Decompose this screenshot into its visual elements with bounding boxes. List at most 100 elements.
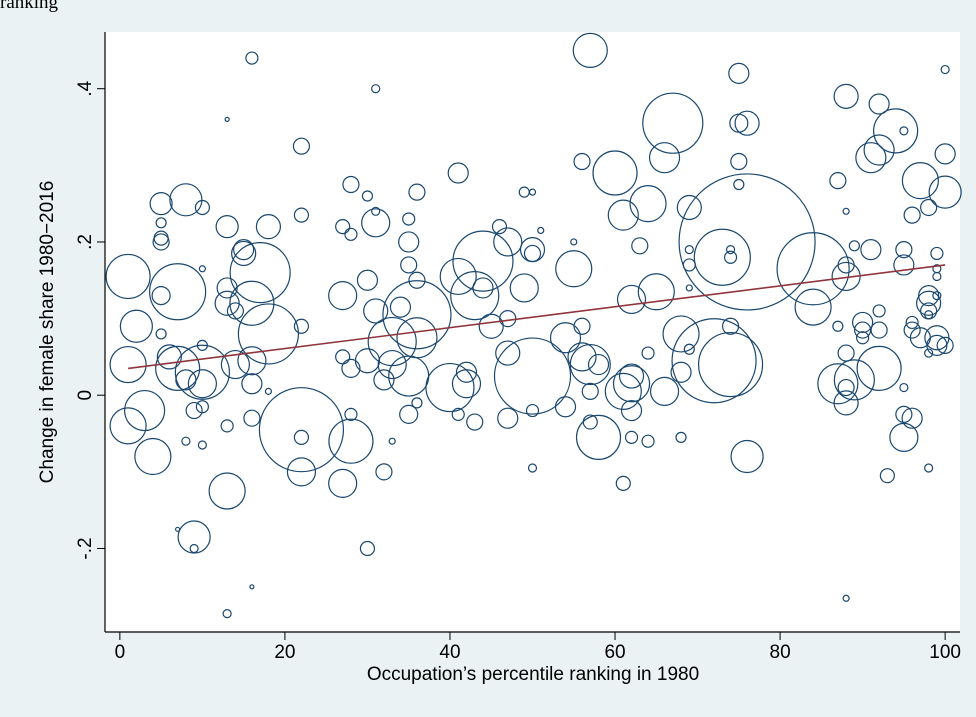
bubble [537,226,545,235]
bubble [554,396,577,418]
bubble [528,188,537,196]
bubble [451,369,482,399]
bubble [241,373,263,395]
bubble [572,32,608,68]
bubble [631,237,649,255]
bubble [725,245,736,255]
bubble [396,317,438,359]
fit-line [128,264,946,370]
bubble [493,227,523,257]
bubble [637,273,675,311]
bubble [932,291,942,301]
bubble [344,227,358,241]
x-tick-label: 60 [604,642,625,663]
bubble [733,178,745,191]
bubble [198,265,206,273]
bubble [169,183,203,217]
bubble [930,246,944,261]
bubble [175,369,197,391]
bubble [728,62,750,84]
bubble [402,212,416,226]
bubble [293,429,310,445]
bubble [124,389,166,432]
bubble [233,239,255,261]
y-tick-label: .4 [75,80,96,96]
bubble [344,407,358,421]
bubble [328,418,374,464]
x-axis-label: Occupation’s percentile ranking in 1980 [367,664,699,685]
bubble [341,358,361,378]
bubble [624,430,639,444]
bubble [940,64,950,75]
y-tick-label: -.2 [75,537,96,559]
bubble [105,253,151,300]
bubble [447,162,469,184]
bubble [255,214,282,240]
bubble [570,238,578,246]
bubble [151,286,171,306]
bubble [109,407,147,445]
bubble [721,317,740,335]
bubble [670,361,692,383]
bubble [134,437,172,476]
bubble [149,263,207,321]
bubble [382,280,452,350]
bubble [662,315,700,353]
bubble [879,468,895,484]
bubble [472,277,494,299]
bubble [527,463,538,473]
bubble [425,362,475,413]
bubble [243,409,261,427]
bubble [354,348,381,374]
bubble [408,183,426,201]
caption: ranking [0,0,59,13]
bubble [373,369,395,391]
bubble [648,142,681,174]
bubble [328,281,358,311]
bubble [195,400,209,414]
bubble [174,344,230,400]
bubble [197,440,207,450]
bubble [216,277,238,299]
bubble [156,344,182,370]
x-tick-label: 0 [115,642,126,663]
bubble [478,313,504,339]
bubble [678,173,816,311]
bubble [411,397,423,409]
bubble [901,162,939,200]
bubble [293,318,310,334]
bubble [575,414,622,460]
bubble [932,271,942,282]
bubble [730,439,764,474]
bubble [604,372,642,410]
bubble [286,457,317,487]
bubble [208,472,246,510]
bubble [573,152,591,171]
bubble [155,217,167,229]
y-tick-label: .2 [75,234,96,250]
bubble [607,199,639,231]
bubble [901,407,923,429]
bubble [581,382,599,400]
bubble [328,468,358,498]
bubble [734,110,760,136]
x-tick-label: 40 [439,642,460,663]
bubble [899,382,909,393]
bubble [371,206,381,216]
bubble [916,290,942,316]
bubble [497,407,519,429]
bubble [226,302,244,320]
bubble [398,231,420,253]
bubble [893,254,915,276]
bubble [649,376,680,406]
bubble [237,303,300,365]
bubble [187,369,217,399]
bubble [856,345,902,391]
bubble [903,321,921,339]
bubble [361,190,374,202]
bubble [361,208,391,238]
bubble [870,321,888,339]
bubble [903,206,921,224]
